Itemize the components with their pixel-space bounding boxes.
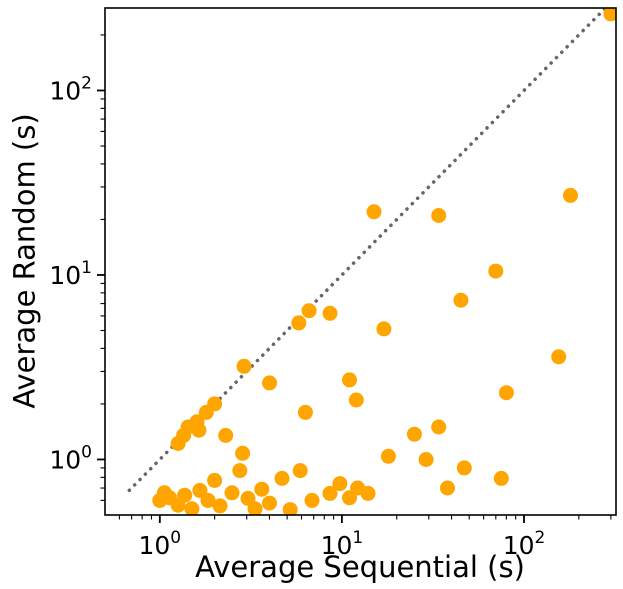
data-point [603,8,616,22]
data-point [297,404,313,420]
data-point [224,485,240,501]
data-point [184,501,200,515]
data-point [453,292,469,308]
data-point [498,385,514,401]
data-point [493,470,509,486]
data-point [207,472,223,488]
data-point [189,414,205,430]
x-tick-label: 100 [138,528,181,560]
data-point [488,263,504,279]
data-point [418,452,434,467]
data-point [366,204,382,220]
x-axis-label: Average Sequential (s) [195,550,525,584]
y-tick-label: 100 [49,442,92,474]
y-tick-label: 102 [49,73,92,105]
data-point [232,463,248,479]
data-point [406,426,422,442]
data-point [207,396,223,412]
data-point [431,419,447,435]
data-point [262,375,277,391]
data-point [262,495,277,511]
data-point [254,481,270,497]
data-point [342,372,357,388]
data-point [177,487,193,503]
data-point [440,480,455,496]
y-axis-label: Average Random (s) [7,113,42,409]
data-point [192,482,208,498]
data-point [360,485,376,501]
x-tick-label: 102 [503,528,546,560]
data-point [235,445,251,461]
data-point [563,187,578,203]
data-point [301,303,317,319]
data-point [292,463,308,479]
data-point [322,485,338,501]
data-point [200,492,216,508]
data-point [456,460,472,476]
plot-area [127,8,616,515]
data-point [332,476,348,492]
data-point [274,470,290,486]
plot-border [104,7,617,516]
data-point [551,349,567,365]
data-point [212,498,228,514]
data-point [348,392,364,408]
data-point [247,501,263,515]
data-point [376,321,392,337]
data-point [380,448,396,464]
data-point [291,315,307,331]
data-point [236,358,252,374]
data-point [322,305,338,321]
data-point [304,492,320,508]
y-tick-label: 101 [49,258,92,290]
data-point [218,427,234,443]
data-point [431,208,447,223]
data-point [282,502,298,515]
x-tick-label: 101 [321,528,364,560]
